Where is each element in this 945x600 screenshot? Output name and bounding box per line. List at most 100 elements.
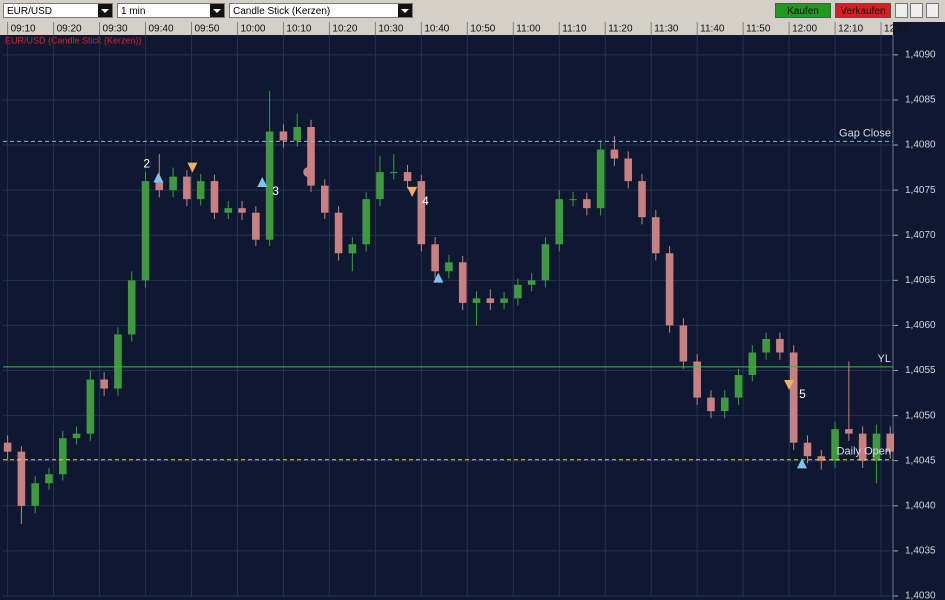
candle-body [486,298,495,303]
candle-body [376,172,384,200]
candle-body [569,199,577,201]
y-tick-label: 1,4065 [905,275,936,286]
buy-marker [433,272,444,283]
candle-body [86,379,95,434]
candle-body [720,397,729,412]
candle-body [307,126,315,186]
draw-icon[interactable] [910,3,923,18]
candle-body [651,217,660,254]
candle-body [555,199,564,245]
x-tick-label: 11:30 [654,24,679,35]
candle-body [500,298,508,303]
x-tick-label: 09:30 [103,24,128,35]
candle-body [514,284,522,299]
dropdown-arrow[interactable] [98,4,112,17]
buy-marker [796,458,807,469]
x-tick-label: 09:10 [11,24,36,35]
candle-body [693,361,701,398]
candle-body [58,438,67,475]
time-header [0,22,945,35]
candle-body [886,433,895,452]
candle-body [624,158,632,182]
candle-body [541,244,550,281]
candle-body [762,338,770,353]
candle-body [707,397,715,412]
candle-body [445,262,453,272]
candle-body [803,442,812,457]
x-tick-label: 09:40 [149,24,174,35]
candle-body [210,181,219,213]
x-tick-label: 11:50 [746,24,771,35]
x-tick-label: 10:00 [240,24,265,35]
candle-body [252,212,260,240]
marker-label: 5 [799,387,806,401]
candle-body [238,208,246,213]
dropdown-arrow[interactable] [398,4,412,17]
buy-marker [257,177,268,188]
instrument: EUR/USD [7,6,53,17]
candle-body [431,244,439,272]
marker-label: 3 [272,184,279,198]
interval-select[interactable]: 1 min [117,3,225,18]
candle-body [417,181,426,245]
candle-body [334,212,343,254]
candle-body [141,181,150,281]
reference-label: Gap Close [839,127,891,139]
candle-body [224,208,233,213]
candle-body [858,433,867,461]
sell-marker [407,186,418,197]
candle-body [114,334,122,389]
candle-body [583,199,591,209]
x-tick-label: 10:50 [470,24,495,35]
x-tick-label: 11:40 [700,24,725,35]
candle-body [679,325,688,362]
candle-body [3,442,12,452]
candle-body [872,433,881,461]
buy-button[interactable]: Kaufen [775,3,831,18]
candle-body [596,149,605,209]
candle-body [472,298,481,303]
marker-label: 2 [143,157,150,171]
marker-label: 4 [422,194,429,208]
y-tick-label: 1,4040 [905,500,936,511]
candle-body [845,429,853,434]
y-tick-label: 1,4090 [905,49,936,60]
toolbar: EUR/USD 1 min Candle Stick (Kerzen) Kauf… [0,0,945,22]
x-tick-label: 12:20 [884,24,909,35]
candle-body [279,131,288,141]
candle-body [183,176,191,200]
candle-body [72,433,81,439]
x-tick-label: 10:10 [286,24,311,35]
y-tick-label: 1,4070 [905,230,936,241]
price-axis-background [893,22,945,600]
x-tick-label: 11:00 [516,24,541,35]
x-tick-label: 10:40 [424,24,449,35]
x-tick-label: 09:50 [194,24,219,35]
candle-body [458,262,467,303]
candle-body [789,352,798,443]
x-tick-label: 10:30 [378,24,403,35]
y-tick-label: 1,4080 [905,140,936,151]
indicator-icon[interactable] [895,3,908,18]
window-icon[interactable] [926,3,939,18]
y-tick-label: 1,4030 [905,591,936,600]
y-tick-label: 1,4075 [905,185,936,196]
dropdown-arrow[interactable] [210,4,224,17]
candle-body [196,181,205,200]
y-tick-label: 1,4085 [905,95,936,106]
candle-body [155,181,164,191]
candle-body [169,176,177,191]
sell-marker [187,162,198,173]
candle-body [45,474,53,484]
x-tick-label: 11:20 [608,24,633,35]
sell-button[interactable]: Verkaufen [835,3,891,18]
x-tick-label: 12:00 [792,24,817,35]
candle-body [293,126,302,141]
candle-body [127,280,136,335]
style-select[interactable]: Candle Stick (Kerzen) [229,3,413,18]
chart-title: EUR/USD (Candle Stick (Kerzen)) [5,35,142,45]
dot-marker [303,167,314,178]
instrument-select[interactable]: EUR/USD [3,3,113,18]
candle-body [527,280,536,285]
